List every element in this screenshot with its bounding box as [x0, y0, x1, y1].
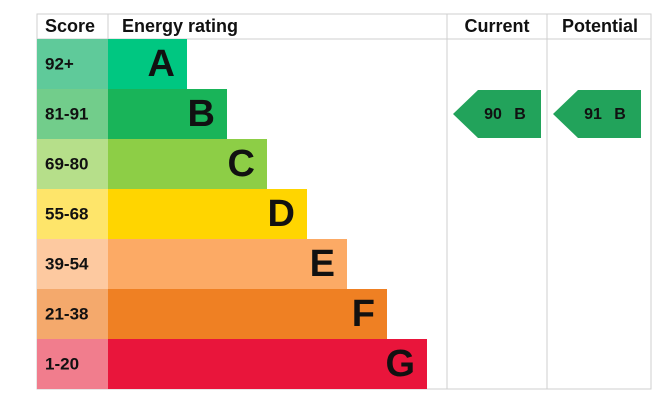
rating-bar [108, 139, 267, 189]
header-score: Score [45, 16, 95, 36]
rating-bar [108, 189, 307, 239]
rating-letter: E [310, 243, 335, 285]
score-label: 55-68 [45, 204, 88, 223]
current-arrow [453, 90, 541, 138]
rating-bar [108, 39, 187, 89]
rating-letter: B [188, 93, 215, 135]
header-potential: Potential [562, 16, 638, 36]
rating-letter: F [352, 293, 375, 335]
score-label: 39-54 [45, 254, 89, 273]
current-rating: B [514, 106, 526, 123]
score-cell [37, 239, 108, 289]
score-cell [37, 189, 108, 239]
rating-bar [108, 89, 227, 139]
header-current: Current [464, 16, 529, 36]
rating-bar [108, 239, 347, 289]
score-cell [37, 39, 108, 89]
rating-bar [108, 339, 427, 389]
current-score: 90 [484, 106, 502, 123]
potential-arrow [553, 90, 641, 138]
score-cell [37, 339, 108, 389]
rating-letter: C [228, 143, 255, 185]
score-label: 69-80 [45, 154, 88, 173]
score-label: 92+ [45, 54, 74, 73]
header-energy-rating: Energy rating [122, 16, 238, 36]
score-cell [37, 139, 108, 189]
rating-letter: D [268, 193, 295, 235]
score-cell [37, 289, 108, 339]
score-cell [37, 89, 108, 139]
rating-bar [108, 289, 387, 339]
potential-score: 91 [584, 106, 602, 123]
score-label: 21-38 [45, 304, 88, 323]
rating-letter: A [148, 43, 175, 85]
rating-letter: G [385, 343, 415, 385]
potential-rating: B [614, 106, 626, 123]
score-label: 1-20 [45, 354, 79, 373]
score-label: 81-91 [45, 104, 88, 123]
